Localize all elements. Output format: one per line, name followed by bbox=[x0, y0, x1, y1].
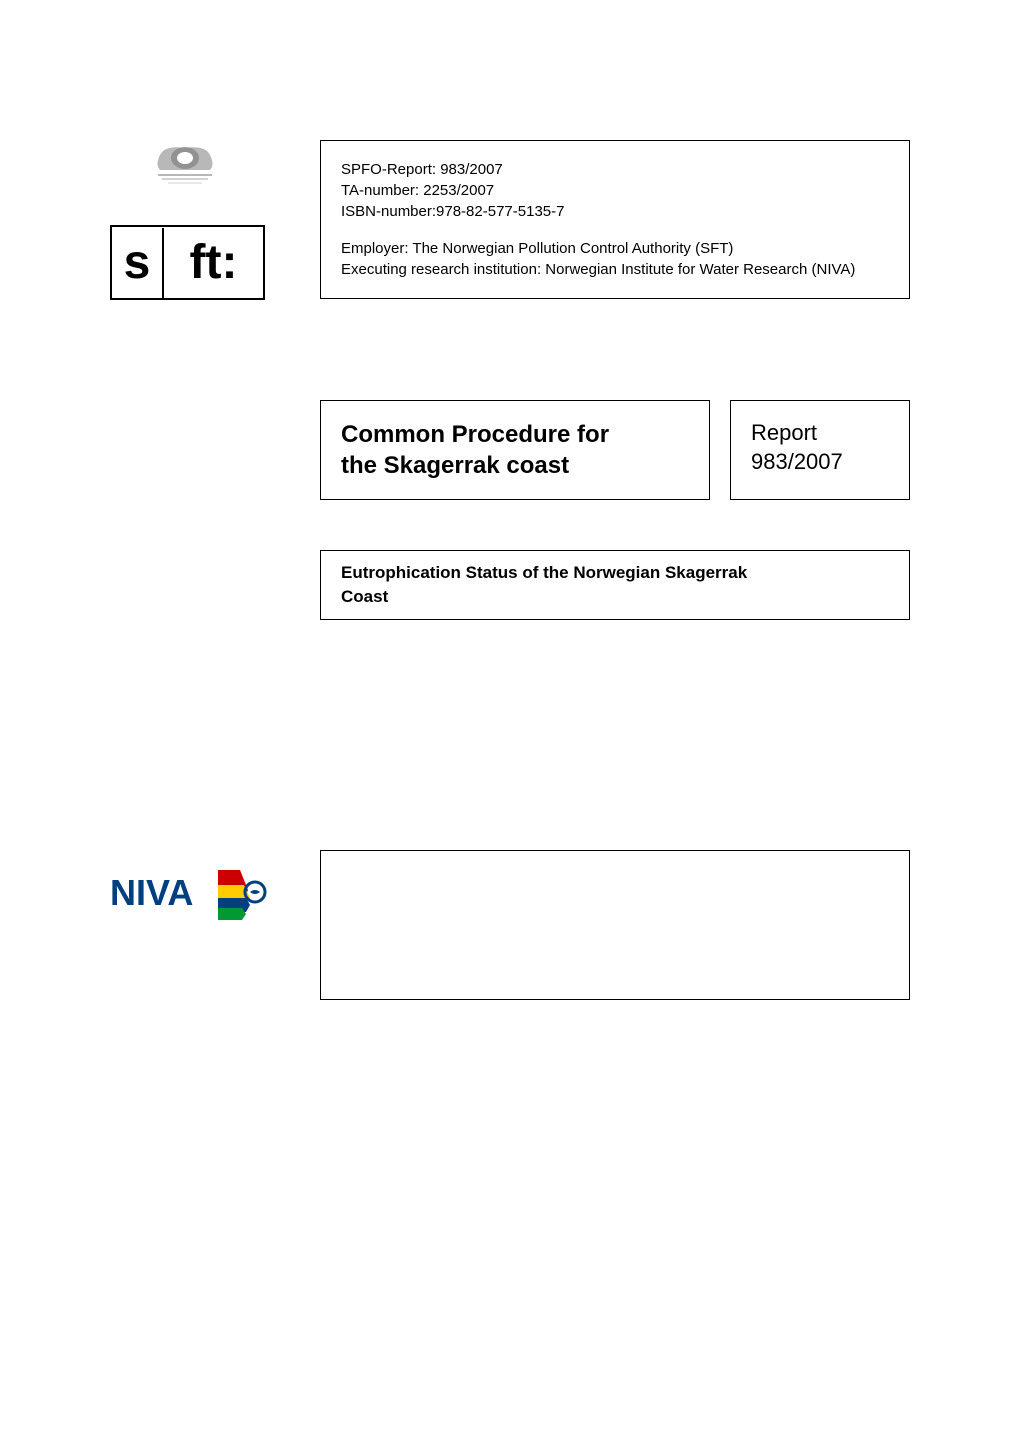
title-section: Common Procedure for the Skagerrak coast… bbox=[320, 400, 910, 500]
bottom-section: NIVA bbox=[110, 850, 910, 1000]
report-label: Report bbox=[751, 419, 889, 448]
top-section: s ft: SPFO-Report: 983/2007 TA-number: 2… bbox=[110, 140, 910, 300]
executing-line: Executing research institution: Norwegia… bbox=[341, 259, 889, 280]
sft-logo-s: s bbox=[112, 228, 162, 298]
spfo-report-line: SPFO-Report: 983/2007 bbox=[341, 159, 889, 180]
report-number: 983/2007 bbox=[751, 448, 889, 477]
info-block-institutions: Employer: The Norwegian Pollution Contro… bbox=[341, 238, 889, 280]
employer-line: Employer: The Norwegian Pollution Contro… bbox=[341, 238, 889, 259]
subtitle-line-2: Coast bbox=[341, 585, 889, 609]
title-box: Common Procedure for the Skagerrak coast bbox=[320, 400, 710, 500]
report-box: Report 983/2007 bbox=[730, 400, 910, 500]
niva-logo-text: NIVA bbox=[110, 872, 193, 913]
isbn-line: ISBN-number:978-82-577-5135-7 bbox=[341, 201, 889, 222]
ospar-logo bbox=[140, 140, 230, 195]
sft-logo-ft: ft: bbox=[164, 235, 263, 290]
empty-content-box bbox=[320, 850, 910, 1000]
subtitle-box: Eutrophication Status of the Norwegian S… bbox=[320, 550, 910, 620]
document-page: s ft: SPFO-Report: 983/2007 TA-number: 2… bbox=[0, 0, 1020, 1443]
logos-column: s ft: bbox=[110, 140, 290, 300]
ta-number-line: TA-number: 2253/2007 bbox=[341, 180, 889, 201]
info-block-identifiers: SPFO-Report: 983/2007 TA-number: 2253/20… bbox=[341, 159, 889, 222]
subtitle-line-1: Eutrophication Status of the Norwegian S… bbox=[341, 561, 889, 585]
title-line-2: the Skagerrak coast bbox=[341, 450, 689, 481]
title-line-1: Common Procedure for bbox=[341, 419, 689, 450]
sft-logo: s ft: bbox=[110, 225, 265, 300]
info-box: SPFO-Report: 983/2007 TA-number: 2253/20… bbox=[320, 140, 910, 299]
niva-logo: NIVA bbox=[110, 850, 290, 940]
